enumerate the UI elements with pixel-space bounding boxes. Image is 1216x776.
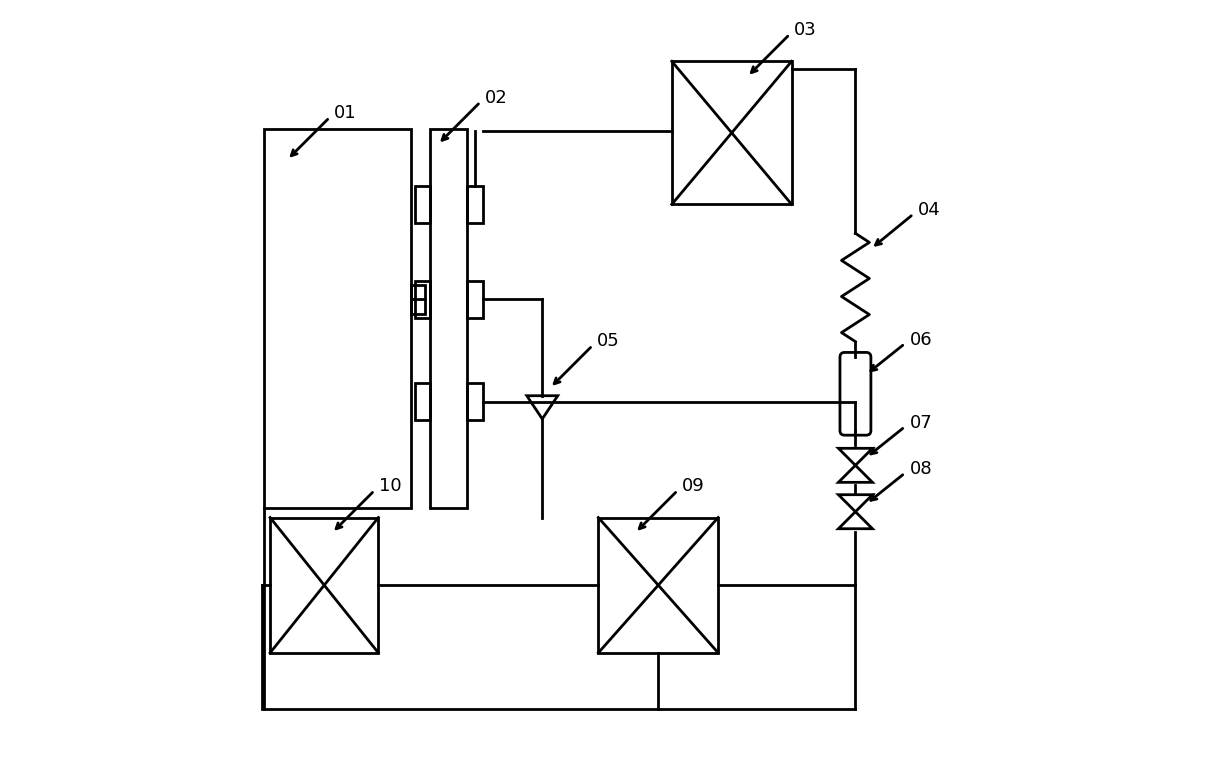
Text: 10: 10 [379,477,401,495]
Bar [415,281,430,318]
Bar [411,285,424,314]
Text: 06: 06 [910,331,933,348]
Text: 03: 03 [794,21,817,39]
Bar [671,61,792,204]
Bar [430,129,467,508]
Text: 04: 04 [918,201,941,219]
Text: 09: 09 [682,477,705,495]
Text: 08: 08 [910,460,933,478]
Text: 07: 07 [910,414,933,431]
Text: 05: 05 [597,332,620,350]
Bar [467,281,483,318]
Bar [467,383,483,421]
Bar [264,129,411,508]
Bar [467,186,483,223]
Text: 02: 02 [485,88,507,106]
Text: 01: 01 [334,104,356,122]
Bar [598,518,719,653]
Bar [415,186,430,223]
Bar [415,383,430,421]
Bar [270,518,378,653]
